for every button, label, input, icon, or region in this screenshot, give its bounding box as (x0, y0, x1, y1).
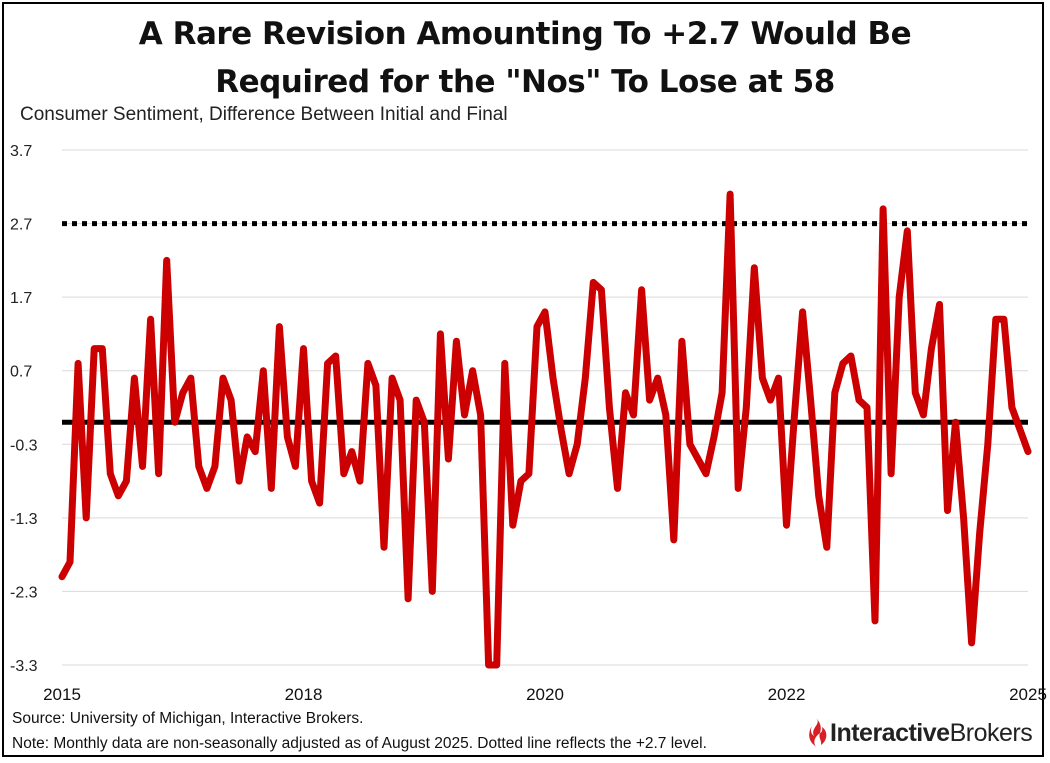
interactive-brokers-logo: InteractiveBrokers (808, 716, 1033, 750)
x-tick-label: 2020 (526, 685, 564, 704)
x-tick-label: 2022 (768, 685, 806, 704)
chart-title: A Rare Revision Amounting To +2.7 Would … (0, 10, 1050, 106)
y-tick-label: 1.7 (10, 290, 32, 307)
logo-wordmark-bold: Interactive (830, 718, 950, 747)
line-chart: 3.7 2.7 1.7 0.7 -0.3 -1.3 -2.3 -3.3 2015 2018 2020… (10, 143, 1047, 704)
y-tick-label: -2.3 (10, 584, 38, 601)
y-tick-label: -1.3 (10, 511, 38, 528)
y-tick-label: 2.7 (10, 217, 32, 234)
logo-wordmark-regular: Brokers (949, 718, 1033, 747)
flame-icon (809, 718, 827, 747)
y-tick-label: -0.3 (10, 437, 38, 454)
y-tick-label: -3.3 (10, 658, 38, 675)
y-tick-label: 0.7 (10, 364, 32, 381)
logo-wordmark: InteractiveBrokers (830, 718, 1033, 748)
series-line (58, 190, 1032, 669)
source-note: Source: University of Michigan, Interact… (12, 710, 364, 727)
footnote: Note: Monthly data are non-seasonally ad… (12, 735, 707, 752)
chart-subtitle: Consumer Sentiment, Difference Between I… (20, 104, 508, 125)
x-tick-label: 2018 (285, 685, 323, 704)
chart-title-line-2: Required for the "Nos" To Lose at 58 (215, 64, 835, 100)
x-tick-label: 2015 (43, 685, 81, 704)
y-tick-label: 3.7 (10, 143, 32, 160)
chart-title-line-1: A Rare Revision Amounting To +2.7 Would … (138, 16, 912, 52)
x-tick-label: 2025 (1009, 685, 1047, 704)
